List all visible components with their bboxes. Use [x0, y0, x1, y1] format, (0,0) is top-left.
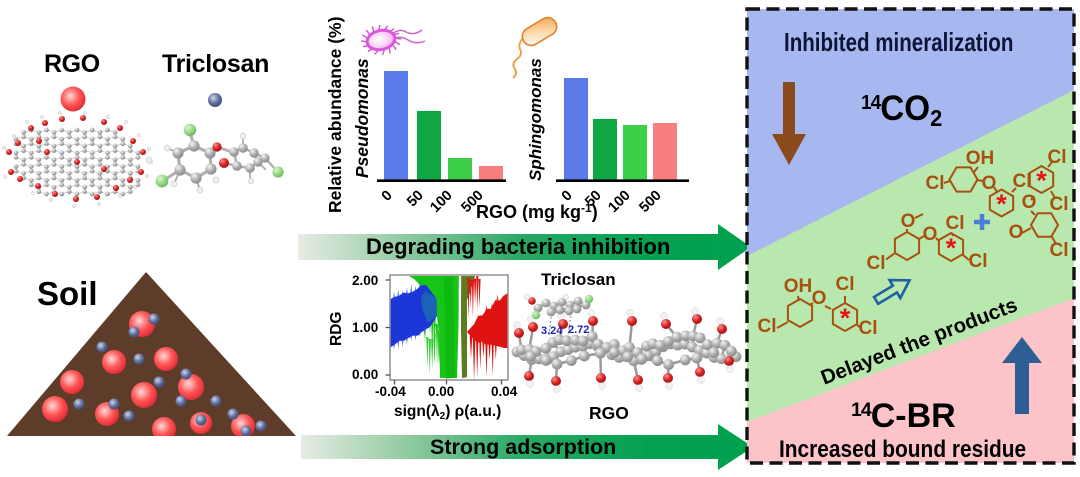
svg-text:Cl: Cl: [969, 251, 988, 272]
svg-text:OH: OH: [784, 276, 813, 297]
svg-text:100: 100: [605, 188, 633, 216]
svg-text:100: 100: [427, 188, 455, 216]
svg-text:Cl: Cl: [1050, 240, 1069, 261]
svg-text:*: *: [946, 233, 957, 263]
svg-text:*: *: [840, 303, 851, 333]
svg-text:Cl: Cl: [859, 318, 878, 339]
svg-text:O: O: [901, 211, 916, 232]
svg-text:OH: OH: [966, 148, 995, 169]
svg-text:Cl: Cl: [926, 173, 945, 194]
svg-text:50: 50: [404, 188, 427, 211]
svg-text:O: O: [812, 288, 827, 309]
svg-text:Cl: Cl: [758, 316, 777, 337]
svg-text:O: O: [1009, 222, 1024, 243]
svg-text:O: O: [982, 173, 997, 194]
svg-text:0: 0: [379, 188, 396, 205]
svg-text:*: *: [1036, 166, 1047, 196]
svg-text:*: *: [996, 189, 1007, 219]
svg-text:Cl: Cl: [946, 213, 965, 234]
svg-text:Cl: Cl: [1050, 194, 1069, 215]
svg-text:Cl: Cl: [836, 274, 855, 295]
svg-text:O: O: [923, 224, 938, 245]
svg-text:Cl: Cl: [1013, 171, 1032, 192]
svg-text:O: O: [1022, 192, 1037, 213]
svg-text:Cl: Cl: [867, 253, 886, 274]
svg-text:500: 500: [636, 188, 664, 216]
